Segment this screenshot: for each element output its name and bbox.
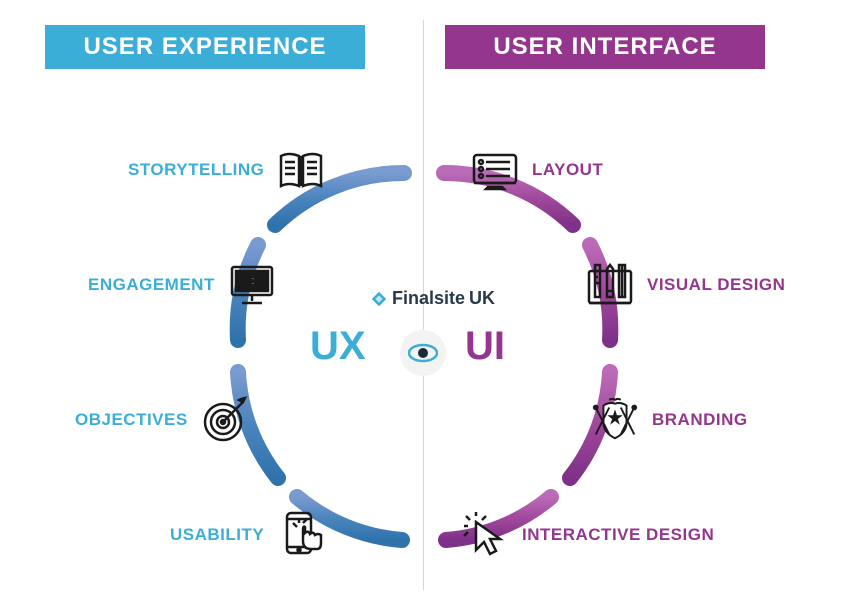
- objectives-label: OBJECTIVES: [75, 410, 188, 430]
- center-eye-badge: [400, 330, 446, 376]
- storytelling-label: STORYTELLING: [128, 160, 264, 180]
- logo-brand-text: Finalsite: [392, 288, 465, 309]
- layout-icon: [470, 145, 520, 195]
- monitor-icon: [227, 260, 277, 310]
- ui-item-visual-design: VISUAL DESIGN: [585, 260, 785, 310]
- ux-big-text: UX: [310, 324, 366, 368]
- branding-label: BRANDING: [652, 410, 748, 430]
- ux-item-usability: USABILITY: [170, 510, 326, 560]
- visual-design-label: VISUAL DESIGN: [647, 275, 785, 295]
- logo-diamond-icon: [370, 290, 388, 308]
- design-tools-icon: [585, 260, 635, 310]
- engagement-label: ENGAGEMENT: [88, 275, 215, 295]
- book-icon: [276, 145, 326, 195]
- touch-icon: [276, 510, 326, 560]
- logo-suffix-text: UK: [469, 288, 495, 309]
- target-icon: [200, 395, 250, 445]
- ux-item-objectives: OBJECTIVES: [75, 395, 250, 445]
- center-ui-label: UI: [465, 324, 505, 369]
- center-ux-label: UX: [310, 324, 366, 369]
- layout-label: LAYOUT: [532, 160, 603, 180]
- ux-item-engagement: ENGAGEMENT: [88, 260, 277, 310]
- ui-item-layout: LAYOUT: [470, 145, 603, 195]
- eye-icon: [408, 343, 438, 363]
- usability-label: USABILITY: [170, 525, 264, 545]
- crest-icon: [590, 395, 640, 445]
- ui-item-branding: BRANDING: [590, 395, 748, 445]
- cursor-icon: [460, 510, 510, 560]
- interactive-design-label: INTERACTIVE DESIGN: [522, 525, 714, 545]
- ux-item-storytelling: STORYTELLING: [128, 145, 326, 195]
- ui-item-interactive-design: INTERACTIVE DESIGN: [460, 510, 714, 560]
- center-logo: FinalsiteUK: [370, 288, 495, 309]
- ui-big-text: UI: [465, 324, 505, 368]
